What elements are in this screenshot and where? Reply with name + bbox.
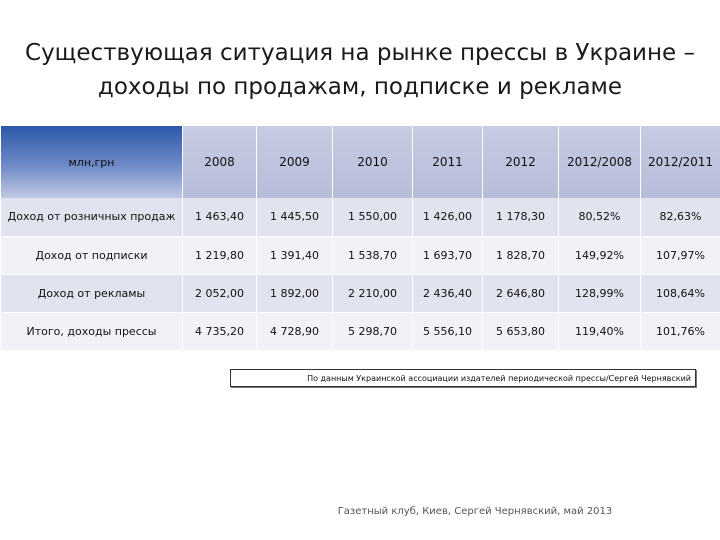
- table-cell: 1 550,00: [332, 198, 413, 236]
- table-cell: 107,97%: [640, 236, 720, 274]
- table-cell: 128,99%: [558, 274, 641, 312]
- table-cell: 5 653,80: [482, 312, 559, 350]
- table-cell: 149,92%: [558, 236, 641, 274]
- table-row: Доход от подписки 1 219,80 1 391,40 1 53…: [0, 236, 720, 274]
- table-cell: 2 436,40: [412, 274, 483, 312]
- table-cell: 5 556,10: [412, 312, 483, 350]
- table-cell: 1 445,50: [256, 198, 333, 236]
- footer-credit: Газетный клуб, Киев, Сергей Чернявский, …: [337, 506, 613, 517]
- header-cell-2011: 2011: [412, 126, 483, 198]
- header-cell-2008: 2008: [182, 126, 257, 198]
- row-label: Доход от рекламы: [0, 274, 183, 312]
- row-label: Итого, доходы прессы: [0, 312, 183, 350]
- row-label: Доход от подписки: [0, 236, 183, 274]
- table-cell: 1 892,00: [256, 274, 333, 312]
- slide-title-line-1: Существующая ситуация на рынке прессы в …: [25, 40, 695, 66]
- table-cell: 2 210,00: [332, 274, 413, 312]
- table-cell: 80,52%: [558, 198, 641, 236]
- table-cell: 82,63%: [640, 198, 720, 236]
- table-cell: 4 728,90: [256, 312, 333, 350]
- row-label: Доход от розничных продаж: [0, 198, 183, 236]
- table-row: Доход от рекламы 2 052,00 1 892,00 2 210…: [0, 274, 720, 312]
- table-cell: 1 828,70: [482, 236, 559, 274]
- source-note: По данным Украинской ассоциации издателе…: [230, 369, 696, 387]
- table-cell: 1 463,40: [182, 198, 257, 236]
- slide-title: Существующая ситуация на рынке прессы в …: [20, 36, 700, 104]
- table-cell: 2 052,00: [182, 274, 257, 312]
- revenue-table: млн,грн 2008 2009 2010 2011 2012 2012/20…: [0, 126, 720, 351]
- table-cell: 2 646,80: [482, 274, 559, 312]
- table-cell: 5 298,70: [332, 312, 413, 350]
- table-cell: 1 178,30: [482, 198, 559, 236]
- table-cell: 101,76%: [640, 312, 720, 350]
- table-cell: 1 426,00: [412, 198, 483, 236]
- header-cell-2010: 2010: [332, 126, 413, 198]
- table-row: Итого, доходы прессы 4 735,20 4 728,90 5…: [0, 312, 720, 350]
- table-cell: 119,40%: [558, 312, 641, 350]
- header-cell-2012-2008: 2012/2008: [558, 126, 641, 198]
- header-cell-unit: млн,грн: [0, 126, 183, 198]
- slide-title-line-2: доходы по продажам, подписке и рекламе: [97, 74, 623, 100]
- table-header-row: млн,грн 2008 2009 2010 2011 2012 2012/20…: [0, 126, 720, 198]
- table-cell: 4 735,20: [182, 312, 257, 350]
- table-cell: 1 219,80: [182, 236, 257, 274]
- table-cell: 1 693,70: [412, 236, 483, 274]
- header-cell-2009: 2009: [256, 126, 333, 198]
- table-cell: 108,64%: [640, 274, 720, 312]
- header-cell-2012: 2012: [482, 126, 559, 198]
- table-cell: 1 538,70: [332, 236, 413, 274]
- header-cell-2012-2011: 2012/2011: [640, 126, 720, 198]
- table-row: Доход от розничных продаж 1 463,40 1 445…: [0, 198, 720, 236]
- table-cell: 1 391,40: [256, 236, 333, 274]
